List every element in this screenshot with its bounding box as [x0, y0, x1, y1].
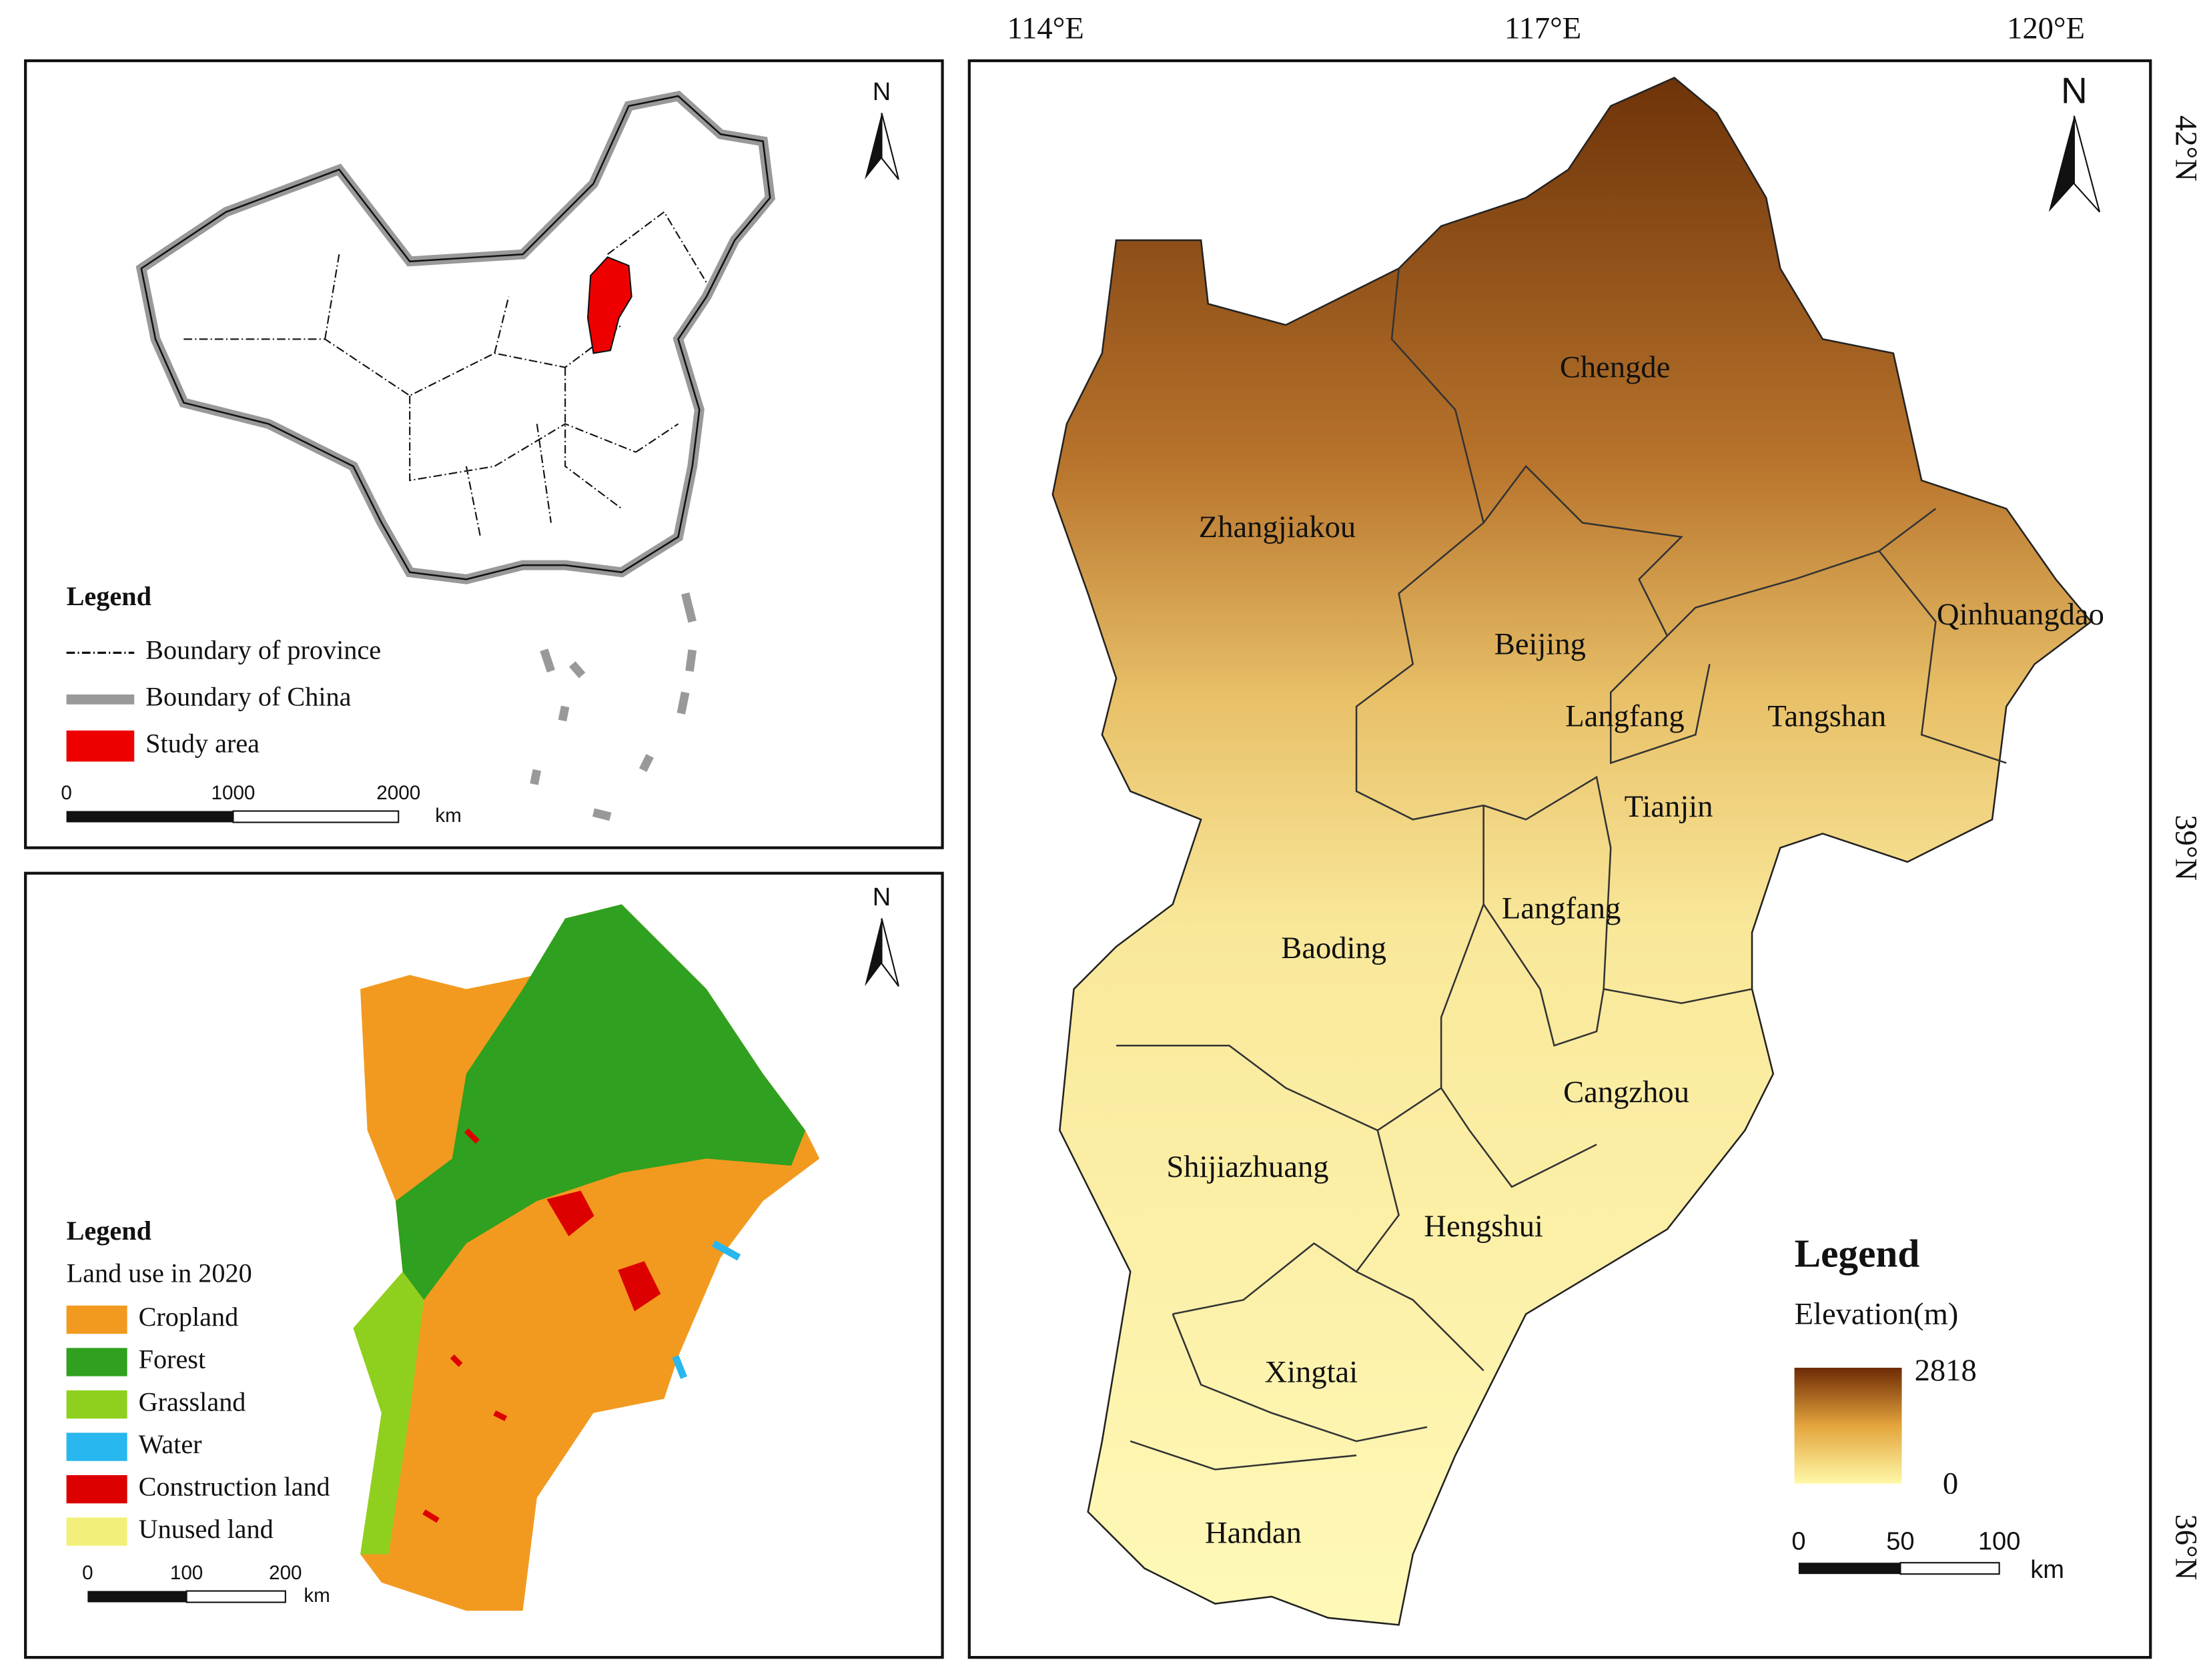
scale-bar: [185, 1590, 286, 1603]
scale-bar: [1798, 1563, 1901, 1575]
legend-title: Legend: [1795, 1231, 1920, 1275]
legend-item: Water: [139, 1429, 203, 1459]
water-area: [672, 1240, 741, 1379]
legend-item: Boundary of province: [145, 635, 381, 665]
north-arrow: [881, 918, 899, 987]
city-label: Shijiazhuang: [1166, 1150, 1328, 1184]
china-outline: [140, 95, 771, 580]
latitude-label: 42°N: [2168, 115, 2203, 181]
city-label: Xingtai: [1264, 1354, 1358, 1389]
scale-bar: [66, 811, 234, 823]
legend-subtitle: Elevation(m): [1795, 1296, 1959, 1331]
province-boundaries: [183, 211, 707, 537]
scale-label: 100: [1978, 1528, 2021, 1556]
north-arrow: [2048, 115, 2074, 212]
legend-item: Boundary of China: [145, 682, 351, 712]
legend-item: Unused land: [139, 1514, 274, 1544]
city-label: Langfang: [1502, 891, 1621, 926]
legend-symbol: [66, 730, 135, 762]
scale-label: 0: [1791, 1528, 1805, 1556]
legend-swatch: [66, 1517, 127, 1546]
panel-frame: [24, 59, 944, 849]
color-ramp: [1794, 1367, 1902, 1484]
city-label: Hengshui: [1424, 1209, 1543, 1244]
north-label: N: [2061, 69, 2088, 111]
legend-title: Legend: [67, 1216, 151, 1246]
city-boundaries: [1116, 268, 2007, 1471]
legend-swatch: [66, 1390, 127, 1419]
north-arrow: [865, 113, 882, 179]
grassland-area: [353, 1271, 424, 1555]
legend-item: Construction land: [139, 1471, 330, 1501]
city-label: Tianjin: [1625, 789, 1713, 824]
city-label: Cangzhou: [1563, 1075, 1689, 1110]
legend-swatch: [66, 1348, 127, 1376]
city-label: Chengde: [1560, 350, 1671, 385]
panel-frame: [24, 871, 944, 1659]
elevation-region: [1051, 76, 2093, 1626]
scale-unit: km: [2030, 1556, 2064, 1584]
city-label: Langfang: [1565, 699, 1684, 734]
latitude-label: 39°N: [2168, 815, 2203, 881]
scale-bar: [1899, 1562, 2000, 1575]
scale-label: 50: [1886, 1528, 1914, 1556]
scale-bar: [232, 810, 400, 823]
city-label: Beijing: [1494, 627, 1586, 662]
forest-area: [396, 904, 806, 1300]
city-label: Zhangjiakou: [1199, 510, 1356, 544]
ramp-min-label: 0: [1943, 1466, 1958, 1501]
construction-area: [422, 1128, 661, 1523]
scale-label: 0: [61, 782, 71, 804]
scale-unit: km: [435, 805, 462, 827]
legend-swatch: [66, 1475, 127, 1504]
scale-label: 2000: [376, 782, 420, 804]
city-label: Baoding: [1281, 931, 1386, 965]
legend-item: Grassland: [139, 1386, 246, 1416]
legend-item: Study area: [145, 728, 260, 758]
legend-title: Legend: [67, 581, 151, 611]
longitude-label: 117°E: [1504, 11, 1581, 45]
north-arrow: [881, 113, 899, 180]
longitude-label: 114°E: [1007, 11, 1084, 45]
china-boundary: [135, 91, 775, 584]
city-label: Tangshan: [1767, 699, 1886, 734]
scale-label: 0: [82, 1562, 93, 1584]
ramp-max-label: 2818: [1915, 1353, 1977, 1388]
legend-item: Cropland: [139, 1302, 239, 1332]
latitude-label: 36°N: [2168, 1515, 2203, 1581]
scale-label: 200: [269, 1562, 302, 1584]
longitude-label: 120°E: [2007, 11, 2085, 45]
scale-unit: km: [304, 1585, 330, 1607]
legend-item: Forest: [139, 1344, 206, 1374]
north-arrow: [2073, 115, 2101, 213]
north-label: N: [873, 78, 891, 106]
scale-bar: [87, 1591, 187, 1603]
north-arrow: [865, 918, 882, 987]
city-label: Handan: [1205, 1516, 1302, 1551]
scale-label: 100: [170, 1562, 203, 1584]
study-area: [586, 256, 632, 354]
city-label: Qinhuangdao: [1937, 597, 2104, 632]
legend-subtitle: Land use in 2020: [67, 1258, 252, 1288]
panel-frame: [967, 59, 2152, 1659]
legend-swatch: [66, 1305, 127, 1334]
north-label: N: [873, 883, 891, 911]
scale-label: 1000: [211, 782, 256, 804]
legend-swatch: [66, 1432, 127, 1461]
sea-islands: [530, 592, 697, 821]
